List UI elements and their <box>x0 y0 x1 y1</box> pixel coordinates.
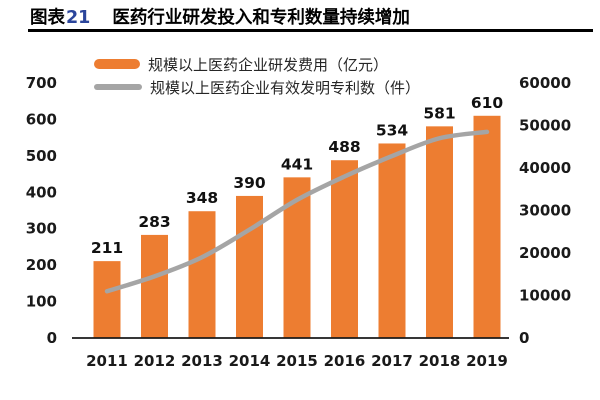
bar-value-label: 390 <box>233 174 266 192</box>
bar-2017 <box>378 143 406 338</box>
legend-item: 规模以上医药企业研发费用（亿元） <box>94 54 420 74</box>
bar-value-label: 534 <box>376 121 409 139</box>
bar-2011 <box>93 261 121 338</box>
y-axis-left-tick: 600 <box>26 110 57 128</box>
legend-label: 规模以上医药企业研发费用（亿元） <box>148 55 389 74</box>
y-axis-left-tick: 200 <box>26 256 57 274</box>
chart-area: 0 100 200 300 400 500 600 700 0 10000 20000 30000 40… <box>0 50 600 395</box>
x-axis-label: 2014 <box>229 352 271 370</box>
legend-bar-swatch <box>94 59 140 69</box>
x-axis-label: 2013 <box>181 352 223 370</box>
bar-value-label: 348 <box>186 189 218 207</box>
legend-item: 规模以上医药企业有效发明专利数（件） <box>94 77 420 97</box>
chart-legend: 规模以上医药企业研发费用（亿元） 规模以上医药企业有效发明专利数（件） <box>94 54 420 97</box>
x-axis-label: 2011 <box>86 352 128 370</box>
bar-2012 <box>141 234 168 338</box>
y-axis-left-tick: 0 <box>47 329 57 347</box>
y-axis-right-tick: 40000 <box>519 159 571 177</box>
x-axis-label: 2019 <box>466 352 508 370</box>
y-axis-right-tick: 50000 <box>519 117 571 135</box>
x-axis-label: 2018 <box>419 352 461 370</box>
bar-value-label: 441 <box>281 155 313 173</box>
x-axis-label: 2015 <box>276 352 318 370</box>
y-axis-right-tick: 0 <box>519 329 529 347</box>
legend-line-swatch <box>94 84 142 90</box>
x-axis-label: 2016 <box>324 352 366 370</box>
bar-2013 <box>188 211 216 338</box>
bar-value-label: 211 <box>91 239 123 257</box>
figure-number: 21 <box>66 8 91 28</box>
bar-value-label: 581 <box>423 104 455 122</box>
bar-value-label: 610 <box>471 94 504 112</box>
y-axis-left-tick: 400 <box>26 183 57 201</box>
y-axis-right-tick: 20000 <box>519 244 571 262</box>
y-axis-left-tick: 300 <box>26 220 57 238</box>
legend-label: 规模以上医药企业有效发明专利数（件） <box>150 78 421 97</box>
title-underline <box>28 29 593 32</box>
figure-title: 医药行业研发投入和专利数量持续增加 <box>112 8 410 28</box>
x-axis-label: 2017 <box>371 352 413 370</box>
bar-2018 <box>426 126 453 338</box>
patents-line <box>104 129 490 294</box>
y-axis-right-tick: 10000 <box>519 287 571 305</box>
bar-value-label: 283 <box>138 213 170 231</box>
y-axis-right-tick: 60000 <box>519 74 571 92</box>
figure-label: 图表 <box>30 8 65 28</box>
bar-2016 <box>331 160 358 338</box>
figure-header: 图表21 医药行业研发投入和专利数量持续增加 <box>30 4 410 29</box>
x-axis-label: 2012 <box>134 352 176 370</box>
bar-2019 <box>473 115 501 339</box>
bar-2014 <box>236 195 263 338</box>
chart-plot: 0 100 200 300 400 500 600 700 0 10000 20000 30000 40… <box>26 74 572 370</box>
y-axis-left-tick: 700 <box>26 74 57 92</box>
y-axis-left-tick: 100 <box>26 293 57 311</box>
y-axis-right-tick: 30000 <box>519 202 571 220</box>
bar-value-label: 488 <box>328 138 360 156</box>
y-axis-left-tick: 500 <box>26 147 57 165</box>
